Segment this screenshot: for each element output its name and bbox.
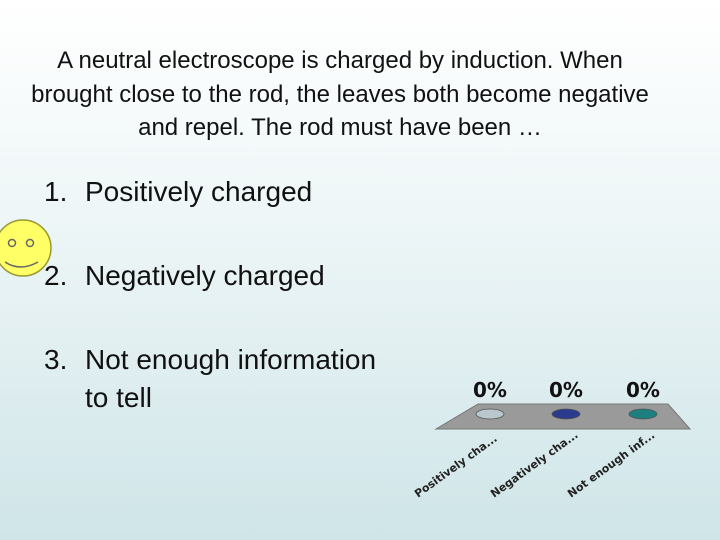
bar-cap [628, 408, 658, 420]
option-text: Not enough information to tell [85, 344, 377, 413]
option-number: 2. [44, 260, 68, 291]
question: A neutral electroscope is charged by ind… [31, 47, 649, 141]
value-label: 0% [626, 378, 660, 402]
option-text: Negatively charged [85, 260, 325, 291]
bar-cap [551, 408, 581, 420]
value-label: 0% [473, 378, 507, 402]
x-tick-label: Positively cha... [412, 432, 499, 501]
option: 3. Not enough information to tell [44, 341, 385, 417]
option: 1. Positively charged [44, 173, 345, 211]
value-label: 0% [549, 378, 583, 402]
smiley [0, 219, 52, 277]
option-text: Positively charged [85, 176, 313, 207]
option-number: 1. [44, 176, 68, 207]
option-number: 3. [44, 344, 68, 375]
bar-cap [475, 408, 505, 420]
option: 2. Negatively charged [44, 257, 345, 295]
